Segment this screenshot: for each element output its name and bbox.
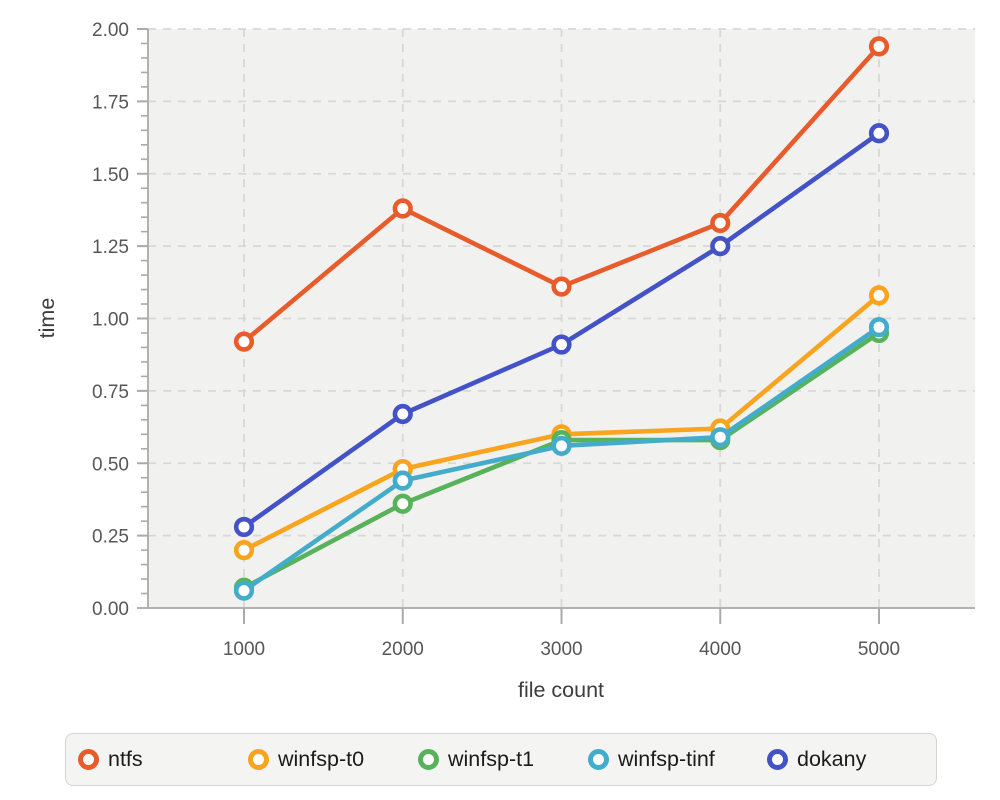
legend-item-winfsp-tinf[interactable]: winfsp-tinf xyxy=(588,746,767,771)
legend-item-dokany[interactable]: dokany xyxy=(767,746,867,771)
y-tick-label: 2.00 xyxy=(92,20,129,41)
data-point-dokany-5000 xyxy=(868,123,890,144)
data-point-winfsp-t0-1000 xyxy=(233,539,255,561)
data-point-ntfs-5000 xyxy=(868,36,890,57)
x-tick-label: 1000 xyxy=(223,639,265,660)
y-axis-title: time xyxy=(35,298,59,339)
data-point-winfsp-t0-5000 xyxy=(868,285,890,306)
legend-label: winfsp-t0 xyxy=(278,746,365,771)
y-tick-label: 1.00 xyxy=(92,310,129,331)
legend-item-winfsp-t1[interactable]: winfsp-t1 xyxy=(418,746,588,771)
series-dokany xyxy=(233,123,890,538)
y-tick-label: 1.25 xyxy=(92,237,129,258)
series-winfsp-tinf xyxy=(233,317,890,601)
data-point-winfsp-tinf-1000 xyxy=(233,580,255,601)
y-tick-label: 0.75 xyxy=(92,382,129,403)
series-lines xyxy=(233,36,890,601)
y-tick-label: 0.50 xyxy=(92,454,129,475)
y-tick-label: 1.75 xyxy=(92,92,129,113)
legend: ntfs winfsp-t0 winfsp-t1 winfsp-tinf dokany xyxy=(65,733,937,786)
data-point-dokany-1000 xyxy=(233,516,255,538)
legend-label: dokany xyxy=(797,746,867,771)
legend-item-winfsp-t0[interactable]: winfsp-t0 xyxy=(248,746,418,771)
legend-marker-dokany-icon xyxy=(767,749,788,770)
legend-marker-winfsp-t1-icon xyxy=(418,749,439,770)
legend-label: winfsp-tinf xyxy=(618,746,715,771)
data-point-dokany-4000 xyxy=(710,236,731,257)
legend-label: winfsp-t1 xyxy=(448,746,535,771)
data-point-ntfs-4000 xyxy=(710,212,731,234)
data-point-winfsp-tinf-5000 xyxy=(868,317,890,338)
data-point-ntfs-1000 xyxy=(233,331,255,352)
data-point-dokany-3000 xyxy=(551,334,572,355)
y-tick-label: 1.50 xyxy=(92,165,129,186)
legend-item-ntfs[interactable]: ntfs xyxy=(78,746,248,771)
axes: 0.00 0.25 0.50 0.75 1.00 1.25 1.50 1.75 2.00 1000… xyxy=(92,20,975,660)
legend-marker-winfsp-tinf-icon xyxy=(588,749,609,770)
data-point-winfsp-tinf-4000 xyxy=(710,427,731,448)
x-tick-label: 3000 xyxy=(540,639,582,660)
legend-marker-ntfs-icon xyxy=(78,749,99,770)
plot-area xyxy=(148,28,975,608)
legend-label: ntfs xyxy=(108,746,143,771)
data-point-ntfs-3000 xyxy=(551,276,572,297)
x-tick-label: 5000 xyxy=(858,639,900,660)
legend-marker-winfsp-t0-icon xyxy=(248,749,269,770)
data-point-winfsp-tinf-3000 xyxy=(551,435,572,456)
data-point-winfsp-t1-2000 xyxy=(392,493,413,514)
series-ntfs xyxy=(233,36,890,352)
y-tick-label: 0.00 xyxy=(92,599,129,620)
data-point-winfsp-tinf-2000 xyxy=(392,470,413,491)
y-tick-label: 0.25 xyxy=(92,527,129,548)
x-axis-title: file count xyxy=(518,678,604,702)
data-point-dokany-2000 xyxy=(392,403,413,425)
x-tick-label: 4000 xyxy=(699,639,741,660)
data-point-ntfs-2000 xyxy=(392,198,413,219)
x-tick-label: 2000 xyxy=(382,639,424,660)
